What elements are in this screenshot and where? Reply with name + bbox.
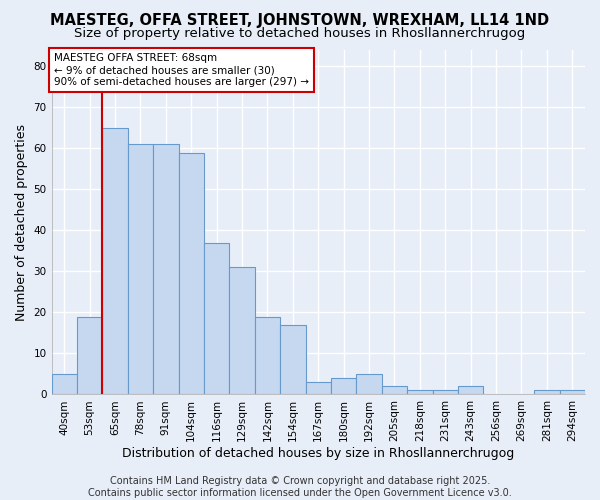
Bar — [52, 374, 77, 394]
Bar — [305, 382, 331, 394]
Bar — [356, 374, 382, 394]
Bar — [280, 324, 305, 394]
Bar — [382, 386, 407, 394]
X-axis label: Distribution of detached houses by size in Rhosllannerchrugog: Distribution of detached houses by size … — [122, 447, 514, 460]
Text: MAESTEG OFFA STREET: 68sqm
← 9% of detached houses are smaller (30)
90% of semi-: MAESTEG OFFA STREET: 68sqm ← 9% of detac… — [54, 54, 309, 86]
Bar — [458, 386, 484, 394]
Bar — [179, 152, 204, 394]
Bar — [407, 390, 433, 394]
Bar — [128, 144, 153, 394]
Bar — [331, 378, 356, 394]
Bar — [229, 268, 255, 394]
Text: Contains HM Land Registry data © Crown copyright and database right 2025.
Contai: Contains HM Land Registry data © Crown c… — [88, 476, 512, 498]
Bar — [255, 316, 280, 394]
Bar — [204, 242, 229, 394]
Bar — [153, 144, 179, 394]
Bar — [534, 390, 560, 394]
Text: MAESTEG, OFFA STREET, JOHNSTOWN, WREXHAM, LL14 1ND: MAESTEG, OFFA STREET, JOHNSTOWN, WREXHAM… — [50, 12, 550, 28]
Bar — [77, 316, 103, 394]
Y-axis label: Number of detached properties: Number of detached properties — [15, 124, 28, 320]
Text: Size of property relative to detached houses in Rhosllannerchrugog: Size of property relative to detached ho… — [74, 28, 526, 40]
Bar — [433, 390, 458, 394]
Bar — [560, 390, 585, 394]
Bar — [103, 128, 128, 394]
